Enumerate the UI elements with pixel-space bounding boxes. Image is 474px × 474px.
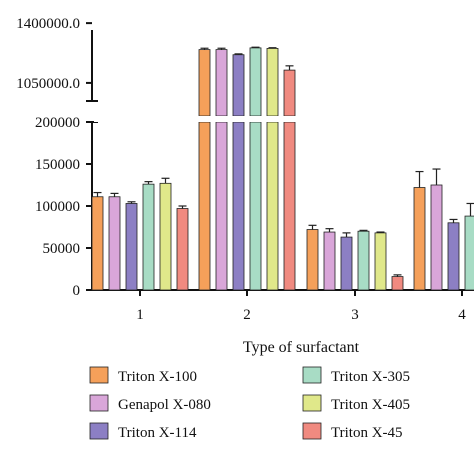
bar bbox=[198, 121, 211, 291]
legend: Triton X-100 Genapol X-080 Triton X-114 Tri… bbox=[89, 366, 410, 441]
legend-swatch bbox=[89, 394, 109, 412]
legend-label: Triton X-45 bbox=[331, 425, 403, 441]
bar-upper-segment bbox=[266, 48, 279, 117]
bar-upper-segment bbox=[249, 47, 262, 117]
bar bbox=[142, 183, 155, 291]
bar bbox=[232, 121, 245, 291]
legend-swatch bbox=[89, 366, 109, 384]
legend-label: Triton X-405 bbox=[331, 397, 410, 413]
legend-item: Triton X-114 bbox=[89, 422, 197, 441]
legend-swatch bbox=[302, 422, 322, 440]
bar bbox=[430, 184, 443, 291]
legend-swatch bbox=[89, 422, 109, 440]
y-tick-label: 150000 bbox=[35, 157, 80, 173]
legend-item: Triton X-405 bbox=[302, 394, 410, 413]
bar bbox=[283, 121, 296, 291]
bar bbox=[249, 121, 262, 291]
bar bbox=[306, 229, 319, 291]
x-axis-label: Type of surfactant bbox=[243, 339, 360, 356]
bar bbox=[413, 187, 426, 291]
bar bbox=[464, 215, 474, 291]
bar bbox=[125, 203, 138, 291]
bars bbox=[91, 47, 474, 291]
tick-labels: 0 50000 100000 150000 200000 1050000.0 1400000… bbox=[16, 16, 466, 323]
legend-label: Genapol X-080 bbox=[118, 397, 211, 413]
bar bbox=[215, 121, 228, 291]
legend-item: Triton X-45 bbox=[302, 422, 403, 441]
y-tick-label: 100000 bbox=[35, 199, 80, 215]
bar bbox=[391, 276, 404, 291]
bar bbox=[266, 121, 279, 291]
bar bbox=[447, 222, 460, 291]
legend-label: Triton X-114 bbox=[118, 425, 197, 441]
bar bbox=[159, 182, 172, 291]
bar-upper-segment bbox=[283, 69, 296, 117]
bar bbox=[340, 236, 353, 291]
x-tick-label: 2 bbox=[243, 307, 251, 323]
legend-item: Triton X-100 bbox=[89, 366, 197, 385]
legend-item: Triton X-305 bbox=[302, 366, 410, 385]
legend-label: Triton X-100 bbox=[118, 369, 197, 385]
legend-label: Triton X-305 bbox=[331, 369, 410, 385]
legend-swatch bbox=[302, 366, 322, 384]
y-tick-label: 1400000.0 bbox=[16, 16, 80, 32]
y-tick-label: 1050000.0 bbox=[16, 76, 80, 92]
x-tick-label: 4 bbox=[458, 307, 466, 323]
bar bbox=[357, 230, 370, 291]
bar bbox=[108, 196, 121, 291]
bar bbox=[323, 231, 336, 291]
legend-item: Genapol X-080 bbox=[89, 394, 211, 413]
x-tick-label: 3 bbox=[351, 307, 359, 323]
y-tick-label: 200000 bbox=[35, 115, 80, 131]
bar-upper-segment bbox=[215, 49, 228, 117]
y-tick-label: 0 bbox=[73, 283, 81, 299]
axis-break-gap bbox=[94, 116, 474, 122]
legend-swatch bbox=[302, 394, 322, 412]
bar-upper-segment bbox=[198, 49, 211, 117]
bar bbox=[374, 232, 387, 291]
y-tick-label: 50000 bbox=[43, 241, 81, 257]
x-tick-label: 1 bbox=[136, 307, 144, 323]
bar-upper-segment bbox=[232, 54, 245, 117]
error-bars bbox=[93, 46, 474, 277]
bar bbox=[176, 208, 189, 291]
bar bbox=[91, 196, 104, 291]
